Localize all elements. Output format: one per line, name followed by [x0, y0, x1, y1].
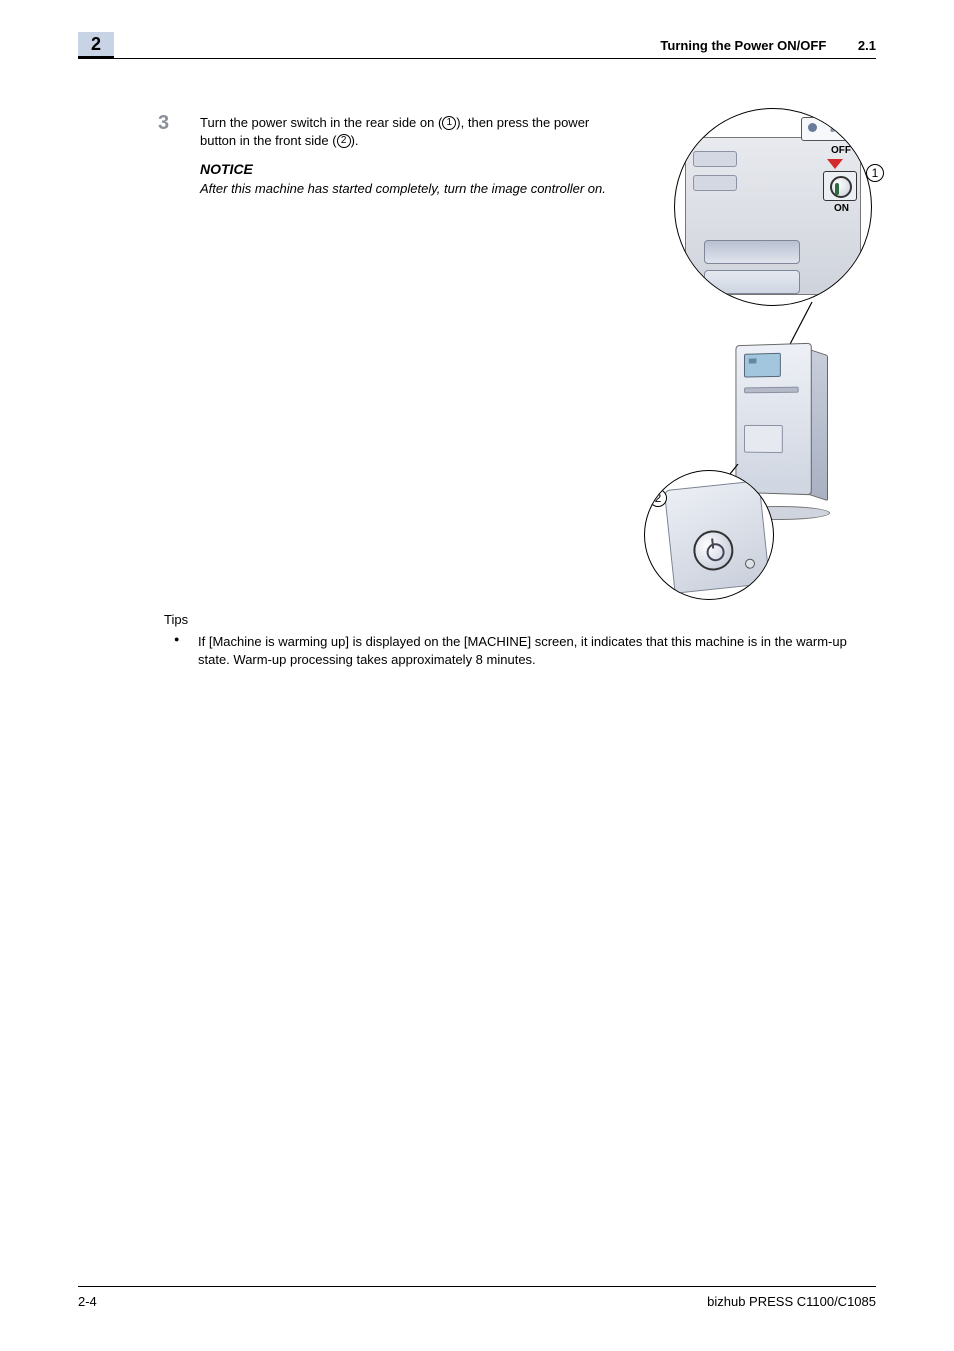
step-text-part3: ).	[351, 133, 359, 148]
mini-panel-icon	[801, 117, 855, 141]
tower-slot	[744, 387, 799, 394]
arrow-down-icon	[827, 159, 843, 169]
callout-1: 1	[866, 164, 884, 182]
panel-slat-b	[704, 270, 800, 294]
header-title: Turning the Power ON/OFF	[660, 38, 826, 53]
panel-left-vents	[693, 151, 737, 199]
detail-circle-bottom: 2	[644, 470, 774, 600]
panel-slat-a	[704, 240, 800, 264]
footer-page-num: 2-4	[78, 1294, 97, 1309]
header-rule	[78, 58, 876, 59]
step-body: Turn the power switch in the rear side o…	[200, 114, 620, 198]
circled-2-inline: 2	[337, 134, 351, 148]
off-label: OFF	[831, 145, 851, 156]
chapter-tab: 2	[78, 32, 114, 58]
step-number: 3	[158, 112, 169, 135]
page-header: Turning the Power ON/OFF 2.1	[660, 38, 876, 53]
notice-text: After this machine has started completel…	[200, 180, 620, 198]
step-text-part1: Turn the power switch in the rear side o…	[200, 115, 442, 130]
tower-body	[735, 343, 811, 495]
step-text: Turn the power switch in the rear side o…	[200, 114, 620, 150]
tips-list: If [Machine is warming up] is displayed …	[164, 633, 876, 669]
footer-rule	[78, 1286, 876, 1287]
vent	[693, 151, 737, 167]
circled-1-inline: 1	[442, 116, 456, 130]
vent	[693, 175, 737, 191]
on-label: ON	[834, 203, 849, 214]
diagram: OFF ON 1 2	[640, 108, 878, 598]
corner-panel	[664, 480, 770, 593]
indicator-dot	[744, 558, 755, 569]
power-switch-box	[823, 171, 857, 201]
power-button-icon	[691, 528, 735, 572]
detail-circle-top: OFF ON	[674, 108, 872, 306]
tips-item: If [Machine is warming up] is displayed …	[164, 633, 876, 669]
tips-heading: Tips	[164, 612, 876, 627]
tower-bay	[744, 425, 783, 453]
power-switch-icon	[830, 176, 852, 198]
notice-heading: NOTICE	[200, 160, 620, 180]
header-section-num: 2.1	[858, 38, 876, 53]
tower-lcd-icon	[744, 353, 781, 378]
footer-product: bizhub PRESS C1100/C1085	[707, 1294, 876, 1309]
tips-block: Tips If [Machine is warming up] is displ…	[164, 612, 876, 669]
callout-2: 2	[649, 489, 667, 507]
